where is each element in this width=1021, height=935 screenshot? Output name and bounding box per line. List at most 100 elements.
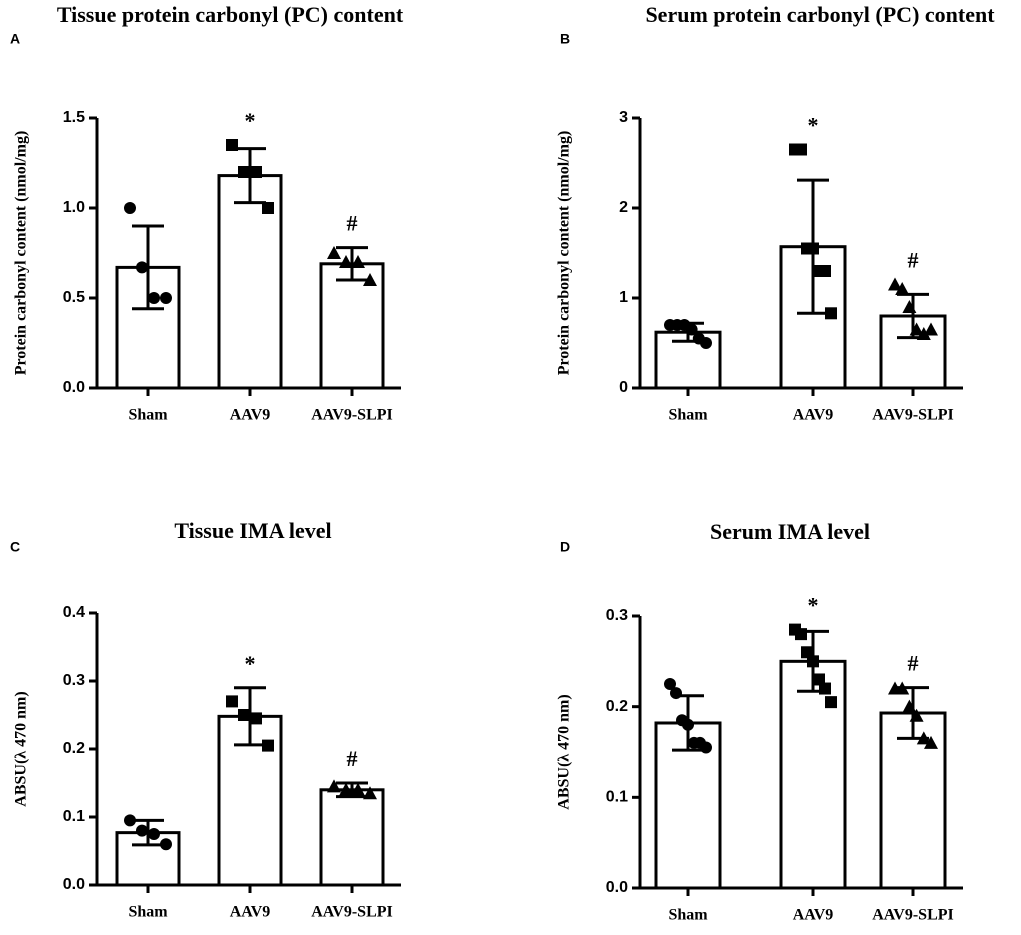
error-bar	[132, 818, 164, 847]
data-point	[250, 712, 262, 725]
y-tick-label: 0.3	[63, 672, 85, 689]
data-point	[136, 824, 148, 837]
data-point	[909, 708, 924, 722]
data-point	[902, 699, 917, 713]
y-tick-label: 1	[619, 289, 628, 306]
data-point	[160, 838, 172, 851]
x-tick-label: AAV9	[230, 407, 271, 424]
y-tick-label: 2	[619, 199, 628, 216]
significance-mark: *	[808, 593, 819, 618]
chart-title: Tissue protein carbonyl (PC) content	[57, 2, 404, 27]
data-point	[160, 292, 172, 304]
data-point	[238, 709, 250, 721]
data-point	[226, 139, 238, 151]
data-point	[363, 273, 377, 286]
significance-mark: #	[347, 746, 358, 771]
y-tick-label: 0.3	[606, 607, 628, 624]
panel-label: D	[560, 539, 570, 555]
data-point	[148, 828, 160, 840]
y-tick-label: 0.5	[63, 289, 85, 306]
data-point	[813, 673, 825, 686]
y-tick-label: 0.0	[63, 379, 85, 396]
data-point	[819, 682, 831, 695]
x-tick-label: AAV9-SLPI	[872, 907, 954, 924]
y-axis-label: Protein carbonyl content (nmol/mg)	[556, 131, 573, 376]
y-axis-label: ABSU(λ 470 nm)	[13, 691, 30, 806]
data-point	[795, 143, 807, 156]
data-point	[895, 282, 910, 295]
bar	[779, 659, 847, 890]
significance-mark: #	[347, 211, 358, 236]
data-point	[700, 337, 712, 349]
data-point	[682, 718, 694, 731]
data-point	[685, 323, 698, 336]
error-bar	[336, 246, 368, 282]
data-point	[238, 166, 250, 178]
x-tick-label: AAV9-SLPI	[872, 407, 954, 424]
panel-label: B	[560, 31, 570, 47]
chart-title: Serum IMA level	[710, 519, 870, 544]
data-point	[819, 265, 831, 277]
data-point	[664, 678, 676, 690]
data-point	[124, 202, 136, 214]
data-point	[226, 695, 238, 708]
data-point	[351, 255, 365, 268]
data-point	[801, 646, 813, 659]
significance-mark: *	[245, 108, 256, 133]
y-tick-label: 0.4	[63, 604, 85, 621]
y-tick-label: 0.1	[606, 789, 628, 806]
x-tick-label: Sham	[128, 904, 168, 921]
data-point	[807, 655, 819, 668]
y-tick-label: 0.2	[63, 740, 85, 757]
data-point	[916, 731, 931, 745]
data-point	[351, 782, 365, 796]
y-tick-label: 1.0	[63, 199, 85, 216]
y-axis-label: ABSU(λ 470 nm)	[556, 694, 573, 809]
data-point	[825, 696, 837, 709]
data-point	[327, 246, 341, 259]
x-tick-label: AAV9-SLPI	[311, 904, 393, 921]
data-point	[902, 300, 917, 313]
data-point	[363, 786, 377, 800]
data-point	[895, 681, 910, 695]
x-tick-label: AAV9	[793, 407, 834, 424]
x-tick-label: AAV9	[230, 904, 271, 921]
data-point	[807, 242, 819, 255]
chart-title: Tissue IMA level	[174, 518, 331, 543]
data-point	[262, 739, 274, 752]
data-point	[339, 782, 353, 796]
data-point	[148, 292, 160, 304]
x-tick-label: Sham	[668, 907, 708, 924]
y-tick-label: 0.0	[606, 879, 628, 896]
data-point	[327, 779, 341, 793]
data-point	[916, 327, 931, 340]
data-point	[670, 687, 682, 700]
y-tick-label: 3	[619, 109, 628, 126]
data-point	[339, 255, 353, 268]
panel-label: C	[10, 539, 20, 555]
significance-mark: *	[808, 113, 819, 138]
data-point	[700, 741, 712, 754]
y-axis-label: Protein carbonyl content (nmol/mg)	[13, 131, 30, 376]
y-tick-label: 0	[619, 379, 628, 396]
data-point	[136, 261, 148, 274]
data-point	[262, 202, 274, 214]
x-tick-label: AAV9-SLPI	[311, 407, 393, 424]
bar	[319, 788, 385, 887]
x-tick-label: Sham	[668, 407, 708, 424]
significance-mark: *	[245, 651, 256, 676]
y-tick-label: 1.5	[63, 109, 85, 126]
chart-title: Serum protein carbonyl (PC) content	[645, 2, 995, 27]
data-point	[888, 277, 902, 291]
y-tick-label: 0.0	[63, 876, 85, 893]
y-tick-label: 0.1	[63, 808, 85, 825]
panel-label: A	[10, 31, 20, 47]
data-point	[909, 322, 924, 336]
data-point	[924, 735, 938, 749]
data-point	[124, 814, 136, 827]
x-tick-label: AAV9	[793, 907, 834, 924]
data-point	[924, 322, 938, 336]
x-tick-label: Sham	[128, 407, 168, 424]
significance-mark: #	[908, 651, 919, 676]
